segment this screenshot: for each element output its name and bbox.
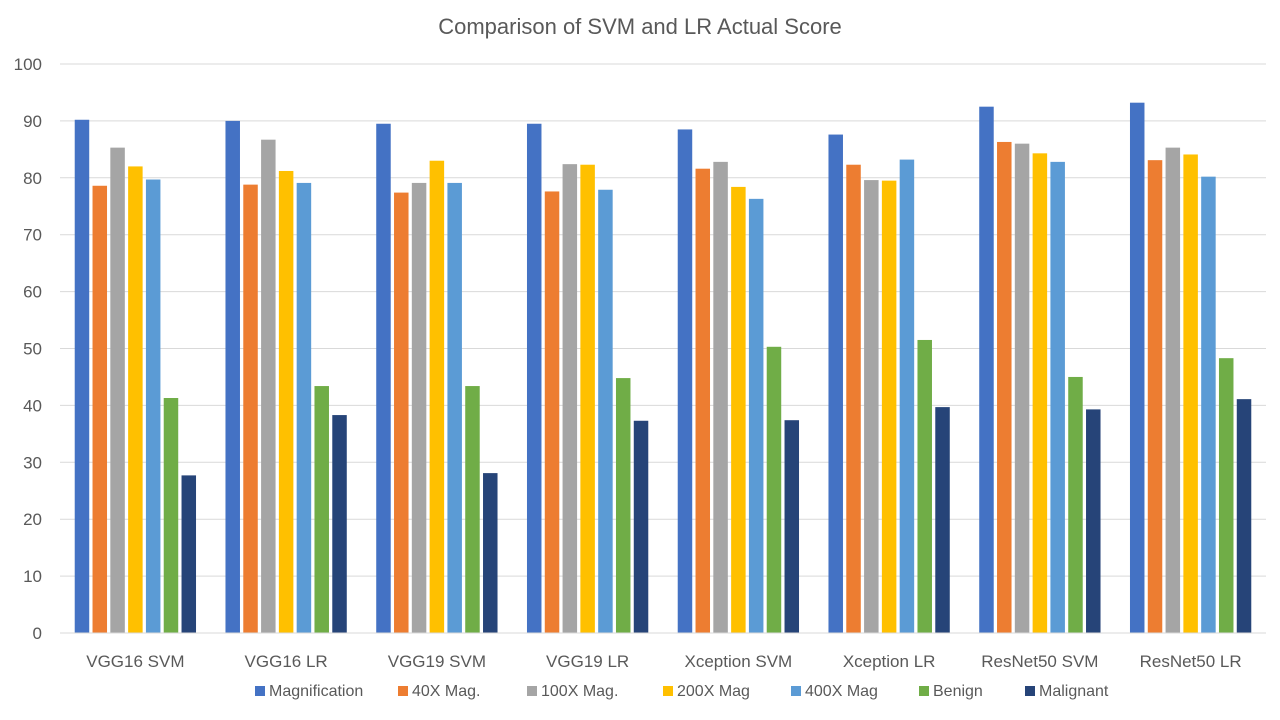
bar — [828, 134, 843, 633]
bar — [526, 123, 542, 634]
legend-label: Magnification — [269, 683, 363, 700]
legend-swatch — [527, 686, 537, 696]
bar — [128, 166, 143, 634]
bar — [1068, 376, 1083, 633]
bar — [483, 473, 498, 633]
bar — [846, 164, 861, 633]
bar — [1086, 409, 1101, 633]
bar — [748, 198, 764, 633]
bar — [465, 386, 480, 633]
y-axis-ticks: 0 10 20 30 40 50 60 70 80 90 100 — [14, 55, 42, 643]
bar — [979, 106, 994, 634]
bar — [411, 182, 427, 633]
bar — [74, 119, 90, 633]
bar — [695, 168, 711, 634]
legend-swatch — [255, 686, 265, 696]
x-tick-label: VGG16 LR — [245, 652, 328, 671]
bar — [784, 420, 800, 633]
bar — [243, 184, 258, 634]
bar — [296, 182, 312, 633]
y-tick-label: 60 — [23, 283, 42, 302]
gridlines — [60, 63, 1266, 577]
bar — [1032, 153, 1048, 633]
bar — [92, 185, 108, 634]
y-tick-label: 90 — [23, 112, 42, 131]
bar — [429, 160, 445, 634]
bar — [1201, 176, 1216, 634]
legend-label: Benign — [933, 683, 983, 700]
bar — [1129, 102, 1145, 633]
bar — [580, 164, 595, 633]
bar — [615, 378, 631, 633]
bar — [332, 415, 347, 633]
y-tick-label: 50 — [23, 340, 42, 359]
bar — [145, 179, 161, 633]
x-axis-ticks: VGG16 SVM VGG16 LR VGG19 SVM VGG19 LR Xcepti… — [86, 652, 1241, 671]
y-tick-label: 80 — [23, 169, 42, 188]
bar — [225, 120, 240, 633]
legend-label: Malignant — [1039, 683, 1109, 700]
bars — [74, 102, 1252, 634]
bar — [598, 189, 613, 633]
x-tick-label: ResNet50 SVM — [981, 652, 1098, 671]
y-tick-label: 0 — [33, 624, 42, 643]
bar — [1236, 399, 1252, 633]
bar — [935, 407, 950, 633]
bar — [376, 123, 391, 634]
legend-label: 40X Mag. — [412, 683, 480, 700]
bar — [713, 161, 728, 634]
legend-label: 400X Mag — [805, 683, 878, 700]
bar — [899, 159, 915, 634]
legend-swatch — [919, 686, 929, 696]
bar — [1050, 161, 1065, 634]
bar — [110, 147, 125, 633]
y-tick-label: 70 — [23, 226, 42, 245]
x-tick-label: VGG19 SVM — [388, 652, 486, 671]
bar — [278, 170, 294, 634]
legend-swatch — [1025, 686, 1035, 696]
bar — [864, 180, 879, 634]
legend: Magnification 40X Mag. 100X Mag. 200X Mag 40… — [255, 683, 1109, 700]
y-tick-label: 20 — [23, 510, 42, 529]
x-tick-label: VGG16 SVM — [86, 652, 184, 671]
bar — [1183, 154, 1198, 633]
bar — [997, 141, 1012, 633]
bar — [766, 346, 782, 633]
legend-swatch — [663, 686, 673, 696]
bar — [1218, 358, 1234, 633]
x-tick-label: Xception SVM — [685, 652, 793, 671]
bar — [1147, 160, 1163, 633]
bar — [261, 139, 276, 633]
bar — [881, 180, 897, 633]
legend-swatch — [398, 686, 408, 696]
chart-title: Comparison of SVM and LR Actual Score — [438, 14, 842, 39]
bar — [314, 386, 329, 633]
y-tick-label: 10 — [23, 567, 42, 586]
bar — [544, 191, 560, 633]
y-tick-label: 40 — [23, 396, 42, 415]
x-tick-label: ResNet50 LR — [1140, 652, 1242, 671]
bar — [731, 186, 746, 634]
bar — [1165, 147, 1181, 633]
bar — [562, 164, 578, 634]
y-tick-label: 30 — [23, 453, 42, 472]
legend-label: 100X Mag. — [541, 683, 618, 700]
bar — [447, 182, 462, 633]
x-tick-label: Xception LR — [843, 652, 936, 671]
bar — [181, 475, 197, 633]
y-tick-label: 100 — [14, 55, 42, 74]
bar — [633, 420, 649, 633]
bar — [394, 192, 409, 633]
bar — [677, 129, 693, 633]
bar — [163, 398, 179, 633]
legend-label: 200X Mag — [677, 683, 750, 700]
legend-swatch — [791, 686, 801, 696]
bar — [1014, 143, 1030, 633]
bar — [917, 339, 932, 633]
x-tick-label: VGG19 LR — [546, 652, 629, 671]
